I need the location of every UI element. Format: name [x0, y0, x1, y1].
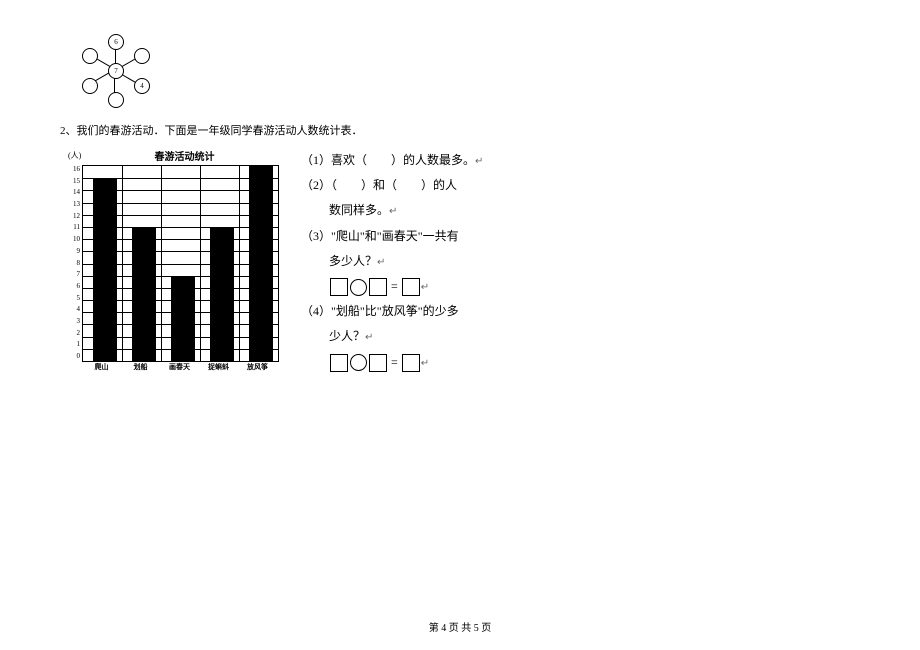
y-tick: 4	[68, 305, 80, 313]
y-tick: 2	[68, 329, 80, 337]
x-label: 画春天	[160, 362, 199, 372]
x-label: 放风筝	[238, 362, 277, 372]
blank-box[interactable]	[402, 354, 420, 372]
y-tick: 3	[68, 317, 80, 325]
y-tick: 6	[68, 282, 80, 290]
y-tick: 15	[68, 177, 80, 185]
spoke-center: 7	[108, 63, 124, 79]
blank-circle[interactable]	[350, 279, 367, 296]
y-tick: 5	[68, 294, 80, 302]
page-footer: 第 4 页 共 5 页	[0, 619, 920, 634]
y-tick: 12	[68, 212, 80, 220]
x-label: 划船	[121, 362, 160, 372]
y-tick: 11	[68, 223, 80, 231]
blank-box[interactable]	[330, 354, 348, 372]
spoke-tr	[134, 48, 150, 64]
questions-block: （1）喜欢（ ）的人数最多。↵ （2）（ ）和（ ）的人 数同样多。↵ （3）"…	[301, 148, 483, 375]
x-axis: 爬山划船画春天捉蝌蚪放风筝	[82, 362, 277, 372]
bar	[171, 276, 195, 361]
y-tick: 10	[68, 235, 80, 243]
bar	[210, 227, 234, 361]
spoke-tl	[82, 48, 98, 64]
sub-q2b: 数同样多。↵	[301, 198, 483, 223]
question-2-text: 2、我们的春游活动．下面是一年级同学春游活动人数统计表．	[60, 122, 860, 138]
bar	[132, 227, 156, 361]
equation-2: = ↵	[301, 350, 483, 375]
spoke-diagram: 7 6 4	[70, 30, 160, 110]
chart-ylabel: (人)	[68, 150, 86, 161]
y-tick: 7	[68, 270, 80, 278]
bar	[249, 166, 273, 361]
x-label: 爬山	[82, 362, 121, 372]
chart-title: 春游活动统计	[86, 148, 283, 163]
sub-q4: （4）"划船"比"放风筝"的少多	[301, 299, 483, 324]
y-tick: 0	[68, 352, 80, 360]
equation-1: = ↵	[301, 274, 483, 299]
blank-circle[interactable]	[350, 354, 367, 371]
blank-box[interactable]	[369, 278, 387, 296]
bar-chart: (人) 春游活动统计 161514131211109876543210 爬山划船…	[68, 148, 283, 372]
sub-q3: （3）"爬山"和"画春天"一共有	[301, 224, 483, 249]
spoke-bottom	[108, 92, 124, 108]
x-label: 捉蝌蚪	[199, 362, 238, 372]
sub-q4b: 少人？↵	[301, 324, 483, 349]
y-tick: 13	[68, 200, 80, 208]
chart-grid	[82, 165, 279, 362]
spoke-bl	[82, 78, 98, 94]
y-tick: 1	[68, 340, 80, 348]
sub-q3b: 多少人？↵	[301, 249, 483, 274]
sub-q2: （2）（ ）和（ ）的人	[301, 173, 483, 198]
blank-box[interactable]	[402, 278, 420, 296]
y-axis: 161514131211109876543210	[68, 165, 82, 360]
blank-box[interactable]	[369, 354, 387, 372]
spoke-top: 6	[108, 34, 124, 50]
y-tick: 16	[68, 165, 80, 173]
blank-box[interactable]	[330, 278, 348, 296]
y-tick: 8	[68, 259, 80, 267]
y-tick: 9	[68, 247, 80, 255]
sub-q1: （1）喜欢（ ）的人数最多。↵	[301, 148, 483, 173]
y-tick: 14	[68, 188, 80, 196]
bar	[93, 178, 117, 361]
spoke-right: 4	[134, 78, 150, 94]
